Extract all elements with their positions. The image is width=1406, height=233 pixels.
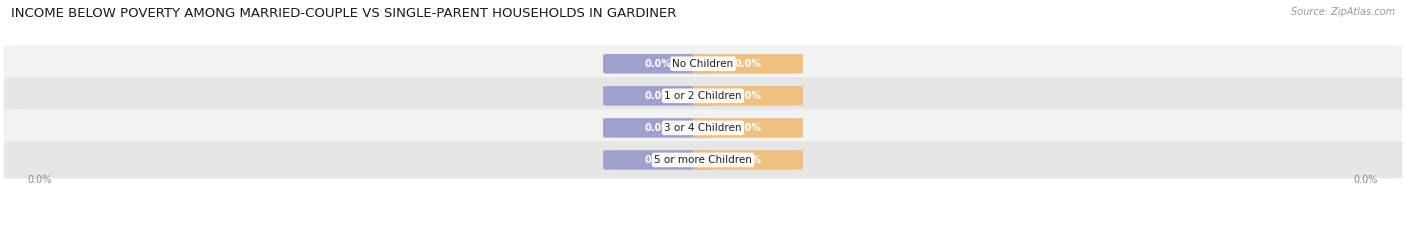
FancyBboxPatch shape	[603, 54, 713, 74]
Text: No Children: No Children	[672, 59, 734, 69]
Text: 0.0%: 0.0%	[734, 91, 761, 101]
Text: 0.0%: 0.0%	[734, 123, 761, 133]
FancyBboxPatch shape	[693, 150, 803, 170]
FancyBboxPatch shape	[693, 54, 803, 74]
Text: 3 or 4 Children: 3 or 4 Children	[664, 123, 742, 133]
FancyBboxPatch shape	[693, 86, 803, 106]
Text: Source: ZipAtlas.com: Source: ZipAtlas.com	[1291, 7, 1395, 17]
Text: INCOME BELOW POVERTY AMONG MARRIED-COUPLE VS SINGLE-PARENT HOUSEHOLDS IN GARDINE: INCOME BELOW POVERTY AMONG MARRIED-COUPL…	[11, 7, 676, 20]
FancyBboxPatch shape	[4, 45, 1402, 82]
Text: 0.0%: 0.0%	[734, 155, 761, 165]
Text: 0.0%: 0.0%	[645, 123, 672, 133]
FancyBboxPatch shape	[693, 118, 803, 138]
FancyBboxPatch shape	[4, 141, 1402, 178]
Text: 0.0%: 0.0%	[28, 175, 52, 185]
Text: 0.0%: 0.0%	[645, 155, 672, 165]
FancyBboxPatch shape	[603, 118, 713, 138]
Text: 0.0%: 0.0%	[645, 91, 672, 101]
FancyBboxPatch shape	[4, 77, 1402, 114]
Text: 0.0%: 0.0%	[1354, 175, 1378, 185]
FancyBboxPatch shape	[603, 86, 713, 106]
FancyBboxPatch shape	[4, 110, 1402, 146]
Text: 0.0%: 0.0%	[645, 59, 672, 69]
Text: 5 or more Children: 5 or more Children	[654, 155, 752, 165]
Text: 0.0%: 0.0%	[734, 59, 761, 69]
Text: 1 or 2 Children: 1 or 2 Children	[664, 91, 742, 101]
FancyBboxPatch shape	[603, 150, 713, 170]
